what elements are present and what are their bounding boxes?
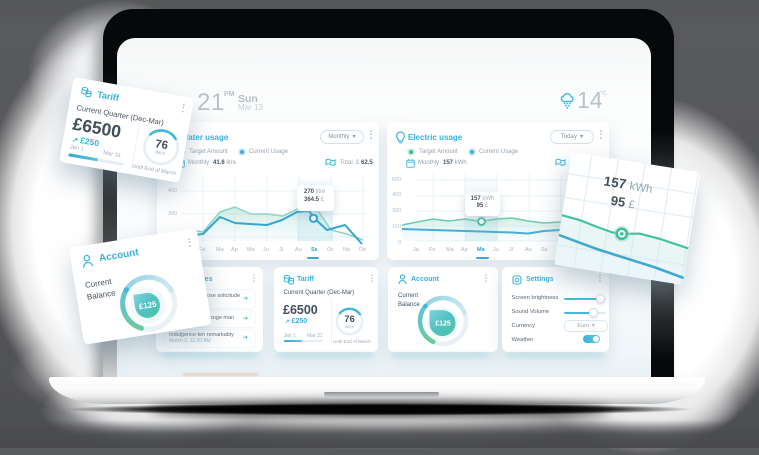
svg-text:Au: Au [295,247,302,252]
svg-text:Ap: Ap [231,247,238,252]
svg-text:Ju: Ju [493,247,499,252]
svg-text:£125: £125 [138,299,158,311]
svg-text:De: De [359,247,366,252]
svg-text:Ma: Ma [247,247,256,252]
svg-text:Fe: Fe [429,247,435,252]
svg-text:Au: Au [525,247,532,252]
svg-text:Fe: Fe [199,247,205,252]
svg-text:No: No [343,247,350,252]
svg-text:Ma: Ma [446,247,455,252]
svg-text:Ma: Ma [216,247,225,252]
svg-text:Ap: Ap [461,247,468,252]
svg-text:Ju: Ju [263,247,269,252]
svg-text:Oc: Oc [327,247,334,252]
svg-text:Jl: Jl [509,247,513,252]
svg-text:£125: £125 [435,320,451,327]
svg-text:95 £: 95 £ [610,193,636,212]
svg-text:Se: Se [541,247,548,252]
svg-text:Ja: Ja [413,247,420,252]
svg-text:157 kWh: 157 kWh [603,173,654,196]
svg-text:Se: Se [311,247,318,252]
svg-text:Ma: Ma [477,247,486,252]
svg-text:Jl: Jl [279,247,283,252]
